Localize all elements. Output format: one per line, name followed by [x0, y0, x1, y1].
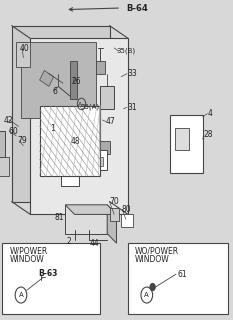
- Text: A: A: [78, 101, 82, 107]
- Polygon shape: [93, 157, 103, 166]
- Text: B-64: B-64: [126, 4, 147, 12]
- Text: WINDOW: WINDOW: [135, 255, 170, 264]
- Text: A: A: [144, 292, 149, 298]
- Text: 1: 1: [50, 124, 55, 132]
- Text: 2: 2: [66, 237, 71, 246]
- Polygon shape: [65, 205, 116, 214]
- Text: 42: 42: [3, 116, 13, 124]
- FancyBboxPatch shape: [128, 243, 228, 314]
- Text: A: A: [19, 292, 23, 298]
- Polygon shape: [170, 115, 203, 173]
- Text: 40: 40: [20, 44, 30, 52]
- Text: 4: 4: [207, 109, 212, 118]
- Polygon shape: [12, 26, 110, 202]
- Polygon shape: [30, 38, 128, 214]
- Text: 31: 31: [127, 103, 137, 112]
- Text: 60: 60: [8, 127, 18, 136]
- Polygon shape: [0, 131, 5, 157]
- Text: 35(B): 35(B): [116, 48, 136, 54]
- Text: 35(A): 35(A): [80, 104, 99, 110]
- Polygon shape: [70, 61, 77, 99]
- Text: WO/POWER: WO/POWER: [135, 247, 179, 256]
- Polygon shape: [100, 86, 114, 109]
- Text: B-63: B-63: [38, 269, 58, 278]
- FancyBboxPatch shape: [2, 243, 100, 314]
- Polygon shape: [107, 205, 116, 243]
- Polygon shape: [175, 128, 189, 150]
- Text: 26: 26: [71, 77, 81, 86]
- Text: 6: 6: [52, 87, 57, 96]
- Circle shape: [150, 283, 155, 291]
- Text: 79: 79: [17, 136, 27, 145]
- Text: 81: 81: [55, 213, 64, 222]
- Text: 33: 33: [127, 69, 137, 78]
- Polygon shape: [89, 150, 107, 170]
- Polygon shape: [0, 157, 9, 176]
- Polygon shape: [21, 42, 96, 118]
- Polygon shape: [96, 61, 105, 74]
- Polygon shape: [40, 106, 100, 176]
- Text: 48: 48: [71, 137, 81, 146]
- Polygon shape: [40, 70, 54, 86]
- Text: 70: 70: [109, 197, 119, 206]
- Polygon shape: [65, 205, 107, 234]
- Text: WINDOW: WINDOW: [9, 255, 44, 264]
- Polygon shape: [16, 42, 30, 67]
- Text: 47: 47: [106, 117, 116, 126]
- Text: 61: 61: [177, 270, 187, 279]
- Text: 80: 80: [121, 205, 131, 214]
- Polygon shape: [100, 141, 110, 154]
- Polygon shape: [110, 208, 119, 221]
- Polygon shape: [121, 214, 133, 227]
- Text: W/POWER: W/POWER: [9, 247, 48, 256]
- Polygon shape: [61, 170, 79, 186]
- Text: 44: 44: [90, 239, 99, 248]
- Text: 28: 28: [204, 130, 213, 139]
